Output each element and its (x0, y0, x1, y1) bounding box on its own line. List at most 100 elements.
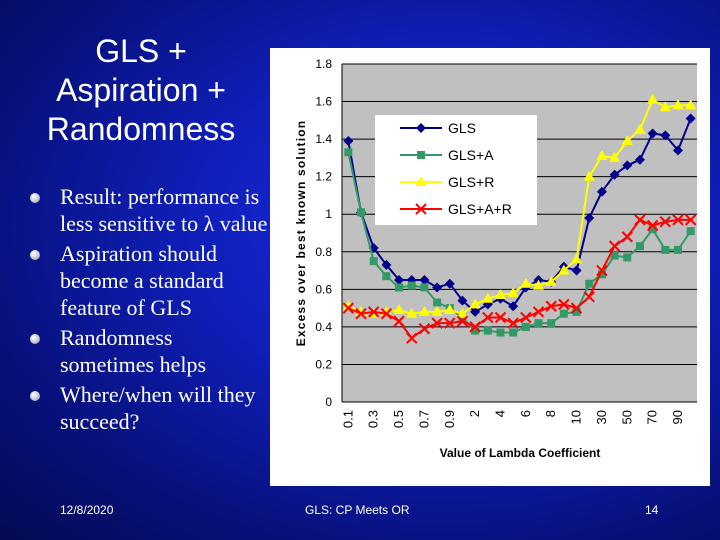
data-point (521, 322, 530, 331)
data-point (659, 101, 671, 112)
data-point (433, 298, 442, 307)
marker-stroke (469, 321, 481, 333)
data-point (622, 160, 633, 171)
data-point (621, 231, 633, 243)
marker-stroke (646, 219, 659, 232)
marker-stroke (444, 317, 456, 329)
x-tick-label: 2 (467, 410, 482, 417)
data-point (494, 288, 506, 299)
data-point (432, 282, 443, 293)
footer-date: 12/8/2020 (60, 503, 114, 517)
x-tick-label: 0.7 (416, 410, 431, 428)
page-number: 14 (645, 503, 659, 517)
data-point (469, 321, 481, 333)
marker-stroke (415, 203, 427, 215)
bullet-text: Randomness sometimes helps (60, 325, 207, 377)
data-point (585, 279, 594, 288)
bullet-dot-icon (30, 334, 40, 344)
data-point (610, 251, 619, 260)
legend-entry: GLS (400, 120, 476, 136)
data-point (482, 292, 494, 303)
x-axis-ticks: 0.1 0.3 0.5 0.7 0.9 2 4 6 8 10 30 50 70 90 (340, 410, 685, 428)
y-axis-ticks: 0 0.2 0.4 0.6 0.8 1 1.2 1.4 1.6 1.8 (315, 57, 332, 409)
data-point (357, 208, 366, 217)
marker-stroke (494, 311, 507, 324)
data-point (507, 287, 519, 298)
data-point (380, 308, 393, 320)
data-point (583, 170, 595, 181)
marker-stroke (482, 311, 494, 324)
data-point (342, 302, 355, 314)
data-point (394, 274, 405, 285)
data-point (369, 257, 378, 266)
marker-stroke (532, 306, 545, 318)
marker-stroke (558, 298, 570, 311)
marker-stroke (520, 311, 532, 324)
data-point (444, 303, 456, 314)
data-point (367, 306, 380, 318)
data-point (609, 169, 620, 180)
data-point (686, 227, 695, 236)
bullet-dot-icon (30, 193, 40, 203)
data-point (596, 186, 607, 197)
data-point (596, 150, 608, 161)
marker-stroke (393, 315, 405, 327)
marker-stroke (431, 317, 443, 329)
y-tick-label: 1.8 (315, 57, 332, 71)
data-point (647, 93, 659, 104)
marker-stroke (659, 216, 672, 228)
data-point (457, 295, 468, 306)
y-tick-label: 1 (325, 207, 332, 221)
data-point (672, 145, 683, 156)
series-line (347, 152, 692, 334)
data-point (685, 113, 696, 124)
bullet-item: Randomness sometimes helps (30, 324, 270, 378)
y-tick-label: 0.4 (315, 320, 332, 334)
data-point (660, 130, 671, 141)
line-chart: 00.20.40.60.811.21.41.61.8 0.1 0.3 0.5 0.7 0… (294, 57, 697, 460)
marker-stroke (684, 214, 697, 226)
bullet-list: Result: performance is less sensitive to… (30, 183, 270, 438)
data-point (406, 274, 417, 285)
marker-stroke (355, 308, 367, 320)
bullet-item: Aspiration should become a standard feat… (30, 240, 270, 321)
data-point (494, 311, 507, 324)
data-point (508, 301, 519, 312)
data-point (406, 332, 418, 344)
y-axis-label: Excess over best known solution (294, 120, 308, 347)
data-point (685, 99, 697, 110)
data-point (533, 279, 545, 290)
data-point (673, 245, 682, 254)
data-point (507, 317, 519, 329)
marker-stroke (367, 306, 380, 318)
slide-title: GLS + Aspiration + Randomness (10, 32, 272, 149)
data-point (418, 323, 431, 335)
marker-stroke (456, 315, 469, 327)
data-point (342, 300, 354, 311)
data-point (559, 309, 568, 318)
data-point (420, 283, 429, 292)
legend-marker (415, 203, 427, 215)
marker-stroke (596, 264, 608, 277)
data-point (571, 265, 582, 276)
x-tick-label: 6 (518, 410, 533, 417)
x-tick-label: 30 (594, 410, 609, 424)
data-point (456, 315, 469, 327)
bullet-item: Result: performance is less sensitive to… (30, 183, 270, 237)
legend-marker (416, 123, 426, 133)
data-point (534, 319, 543, 328)
data-point (431, 317, 443, 329)
x-tick-label: 8 (543, 410, 558, 417)
data-point (482, 311, 494, 324)
data-point (621, 134, 633, 145)
bullet-text: Result: performance is less sensitive to… (60, 184, 268, 236)
legend-label: GLS+A (448, 147, 494, 163)
marker-stroke (342, 302, 355, 314)
data-point (583, 291, 595, 303)
data-point (635, 242, 644, 251)
series-line (347, 98, 691, 315)
data-point (572, 307, 581, 316)
data-point (483, 326, 492, 335)
data-point (470, 306, 481, 317)
legend-marker (415, 176, 427, 186)
